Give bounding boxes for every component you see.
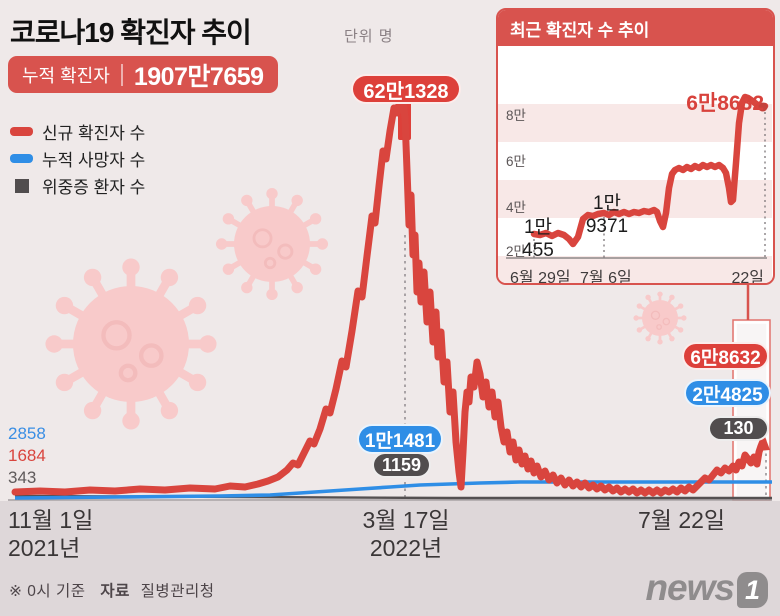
source-label: 자료	[100, 583, 130, 600]
inset-annotation-629: 1만 455	[506, 216, 570, 262]
inset-plot-area: 8만 6만 4만 2만 1만 455 1만 9371 6만8632 6월 29	[498, 46, 772, 285]
x-label-mid: 3월 17일 2022년	[362, 506, 449, 562]
axis-footer-strip	[0, 501, 780, 616]
badge-value: 1907만7659	[133, 62, 264, 91]
end-deaths-pill: 2만4825	[684, 379, 771, 407]
virus-icon-medium	[216, 188, 328, 300]
severe-cases-line	[14, 494, 772, 500]
legend-item-severe: 위중증 환자 수	[10, 172, 145, 199]
legend: 신규 확진자 수 누적 사망자 수 위중증 환자 수	[10, 118, 145, 199]
virus-icon-small	[632, 290, 688, 346]
virus-icon-large	[45, 258, 216, 429]
badge-divider	[120, 63, 123, 86]
annotation-line: 9371	[585, 216, 629, 237]
unit-label: 단위 명	[344, 28, 394, 45]
x-label-start-year: 2021년	[8, 535, 81, 561]
inset-annotation-76: 1만 9371	[573, 192, 641, 238]
blue-line-swatch-icon	[10, 154, 33, 163]
inset-annotation-22: 6만8632	[686, 92, 764, 115]
start-severe-value: 343	[8, 468, 37, 487]
inset-xtick-76: 7월 6일	[580, 270, 632, 285]
legend-label: 신규 확진자 수	[42, 124, 146, 143]
inset-xtick-22: 22일	[731, 270, 764, 285]
logo-digit-icon: 1	[737, 572, 768, 608]
cumulative-deaths-line	[14, 480, 772, 500]
x-label-start: 11월 1일 2021년	[8, 506, 93, 562]
basis-note: ※ 0시 기준	[9, 583, 86, 600]
x-label-mid-date: 3월 17일	[362, 507, 450, 533]
x-label-end: 7월 22일	[638, 507, 726, 533]
red-line-swatch-icon	[10, 127, 33, 136]
inset-chart-panel: 최근 확진자 수 추이 8만 6만 4만 2만 1만 455 1만	[496, 8, 775, 285]
annotation-line: 1만	[592, 193, 622, 214]
end-new-cases-pill: 6만8632	[682, 342, 769, 370]
annotation-line: 455	[522, 240, 554, 261]
gray-square-swatch-icon	[15, 178, 29, 193]
end-severe-pill: 130	[708, 416, 769, 441]
peak-value-pill: 62만1328	[351, 74, 461, 104]
mid-severe-pill: 1159	[372, 452, 431, 478]
x-label-mid-year: 2022년	[369, 535, 443, 561]
inset-xtick-629: 6월 29일	[510, 270, 571, 285]
legend-item-new-cases: 신규 확진자 수	[10, 118, 145, 145]
inset-title: 최근 확진자 수 추이	[498, 10, 773, 46]
start-new-cases-value: 1684	[8, 446, 46, 465]
logo-text: news	[645, 567, 735, 608]
news1-logo: news 1	[645, 568, 768, 608]
source-name: 질병관리청	[140, 583, 215, 600]
start-deaths-value: 2858	[8, 424, 46, 443]
mid-deaths-pill: 1만1481	[357, 424, 443, 454]
annotation-line: 1만	[523, 217, 553, 238]
peak-label-stem	[398, 98, 411, 140]
legend-label: 위중증 환자 수	[42, 178, 146, 197]
badge-label: 누적 확진자	[22, 65, 110, 86]
cumulative-total-badge: 누적 확진자 1907만7659	[8, 56, 278, 93]
footer-note: ※ 0시 기준 자료 질병관리청	[9, 579, 214, 601]
page-title: 코로나19 확진자 추이	[10, 17, 252, 48]
legend-label: 누적 사망자 수	[42, 151, 146, 170]
x-label-start-date: 11월 1일	[8, 507, 94, 533]
legend-item-deaths: 누적 사망자 수	[10, 145, 145, 172]
